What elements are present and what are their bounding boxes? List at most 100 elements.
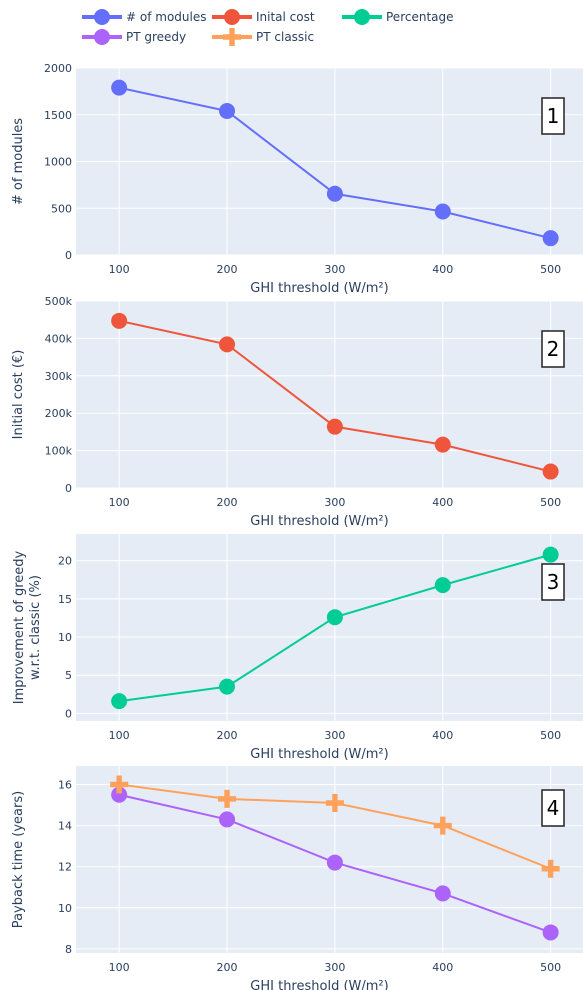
y-tick-label: 300k [45, 370, 73, 383]
data-point [111, 786, 128, 803]
y-tick-label: 400k [45, 332, 73, 345]
data-point [111, 312, 128, 329]
legend-swatch-marker [223, 28, 241, 46]
y-tick-label: 0 [65, 249, 72, 262]
y-axis-title: Initial cost (€) [11, 350, 26, 440]
x-axis-title: GHI threshold (W/m²) [250, 979, 388, 990]
chart-panel-1: 0 500 1000 1500 2000 100 200 300 400 500 GHI thres… [11, 62, 583, 296]
data-point [219, 678, 236, 695]
y-tick-label: 100k [45, 445, 73, 458]
x-tick-label: 400 [432, 263, 453, 276]
x-axis-title: GHI threshold (W/m²) [250, 514, 388, 529]
y-axis-title-line: Improvement of greedy [12, 550, 27, 704]
x-tick-label: 400 [432, 729, 453, 742]
y-tick-label: 16 [58, 778, 72, 791]
panel-number-box [541, 330, 565, 368]
x-tick-label: 200 [217, 263, 238, 276]
data-point [219, 103, 236, 120]
chart-panel-4: 8 10 12 14 16 100 200 300 400 500 GHI threshold (W… [11, 766, 583, 990]
plot-area [76, 534, 583, 721]
data-point [219, 336, 236, 353]
y-tick-label: 1500 [44, 109, 72, 122]
y-tick-label: 2000 [44, 62, 72, 75]
data-point [326, 418, 343, 435]
y-axis-title: Payback time (years) [11, 791, 26, 928]
legend-label: PT greedy [126, 30, 186, 44]
data-point [326, 185, 343, 202]
y-tick-label: 12 [58, 861, 72, 874]
x-tick-label: 100 [109, 496, 130, 509]
x-tick-label: 300 [324, 263, 345, 276]
x-axis-title: GHI threshold (W/m²) [250, 747, 388, 762]
panel-number-badge: 3 [541, 563, 565, 601]
panel-number-box [541, 97, 565, 135]
y-tick-label: 500k [45, 295, 73, 308]
legend-item: Percentage [342, 9, 454, 25]
panel-number-box [541, 789, 565, 827]
y-axis-title: Improvement of greedyw.r.t. classic (%) [12, 550, 43, 704]
x-tick-label: 500 [540, 961, 561, 974]
legend: # of modules Inital cost Percentage PT gree… [82, 9, 454, 46]
legend-item: PT classic [212, 28, 314, 46]
y-tick-label: 15 [58, 593, 72, 606]
legend-swatch-marker [94, 29, 110, 45]
data-point [542, 463, 559, 480]
y-tick-label: 10 [58, 902, 72, 915]
x-tick-label: 500 [540, 263, 561, 276]
data-point [434, 203, 451, 220]
legend-swatch-marker [224, 9, 240, 25]
x-tick-label: 500 [540, 729, 561, 742]
y-tick-label: 200k [45, 407, 73, 420]
y-tick-label: 20 [58, 555, 72, 568]
data-point [325, 793, 344, 812]
panel-number-badge: 2 [541, 330, 565, 368]
legend-item: PT greedy [82, 29, 186, 45]
x-tick-label: 400 [432, 961, 453, 974]
data-point [219, 811, 236, 828]
panel-number-badge: 4 [541, 789, 565, 827]
panel-number-label: 4 [547, 796, 560, 820]
legend-label: Percentage [386, 10, 454, 24]
x-tick-label: 100 [109, 961, 130, 974]
panel-number-label: 2 [547, 337, 560, 361]
y-tick-label: 5 [65, 669, 72, 682]
x-tick-label: 300 [324, 729, 345, 742]
y-axis-title: # of modules [11, 118, 26, 205]
legend-label: PT classic [256, 30, 314, 44]
panel-number-label: 1 [547, 104, 560, 128]
data-point [110, 775, 129, 794]
x-tick-label: 100 [109, 729, 130, 742]
x-tick-label: 200 [217, 729, 238, 742]
panel-number-badge: 1 [541, 97, 565, 135]
data-point [542, 230, 559, 247]
y-tick-label: 0 [65, 707, 72, 720]
data-point [433, 816, 452, 835]
data-point [111, 79, 128, 96]
x-tick-label: 400 [432, 496, 453, 509]
chart-panel-2: 0 100k 200k 300k 400k 500k 100 200 300 400 500 GHI … [11, 295, 583, 529]
y-axis-title-line: w.r.t. classic (%) [28, 575, 43, 680]
data-point [542, 924, 559, 941]
data-point [541, 859, 560, 878]
x-tick-label: 300 [324, 961, 345, 974]
data-point [434, 577, 451, 594]
panel-number-box [541, 563, 565, 601]
data-point [434, 885, 451, 902]
legend-swatch-marker [354, 9, 370, 25]
data-point [542, 546, 559, 563]
data-point [326, 854, 343, 871]
plot-area [76, 301, 583, 488]
panel-number-label: 3 [547, 570, 560, 594]
x-tick-label: 500 [540, 496, 561, 509]
y-tick-label: 14 [58, 820, 72, 833]
x-tick-label: 200 [217, 496, 238, 509]
y-tick-label: 8 [65, 943, 72, 956]
y-tick-label: 10 [58, 631, 72, 644]
y-tick-label: 500 [51, 202, 72, 215]
data-point [326, 609, 343, 626]
data-point [218, 789, 237, 808]
x-tick-label: 300 [324, 496, 345, 509]
data-point [434, 436, 451, 453]
legend-label: # of modules [126, 10, 206, 24]
